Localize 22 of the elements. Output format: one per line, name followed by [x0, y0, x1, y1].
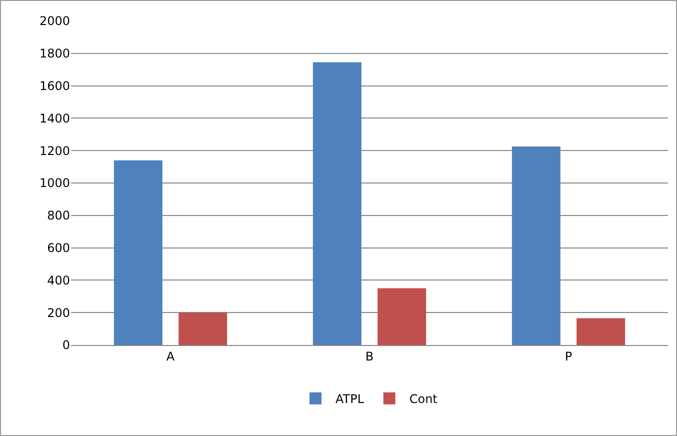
- bar: [378, 288, 426, 345]
- y-tick-label: 1000: [39, 176, 70, 190]
- y-tick-label: 600: [47, 241, 70, 255]
- x-tick-label: B: [365, 349, 374, 364]
- bar: [178, 312, 228, 345]
- x-tick-label: A: [166, 349, 176, 364]
- bar: [114, 160, 162, 345]
- y-tick-label: 400: [47, 273, 70, 288]
- y-tick-label: 1600: [39, 79, 70, 93]
- bar: [312, 62, 362, 345]
- legend-label: ATPL: [336, 392, 364, 406]
- legend-label: Cont: [409, 392, 438, 406]
- bar: [576, 318, 626, 345]
- y-tick-label: 2000: [39, 14, 70, 28]
- y-tick-label: 1400: [39, 111, 70, 126]
- y-tick-label: 1200: [39, 144, 70, 158]
- y-tick-label: 0: [62, 338, 70, 352]
- y-tick-label: 200: [47, 306, 70, 320]
- bar: [512, 146, 560, 345]
- y-tick-label: 800: [47, 208, 70, 223]
- y-tick-label: 1800: [39, 46, 70, 61]
- x-tick-label: P: [564, 349, 572, 364]
